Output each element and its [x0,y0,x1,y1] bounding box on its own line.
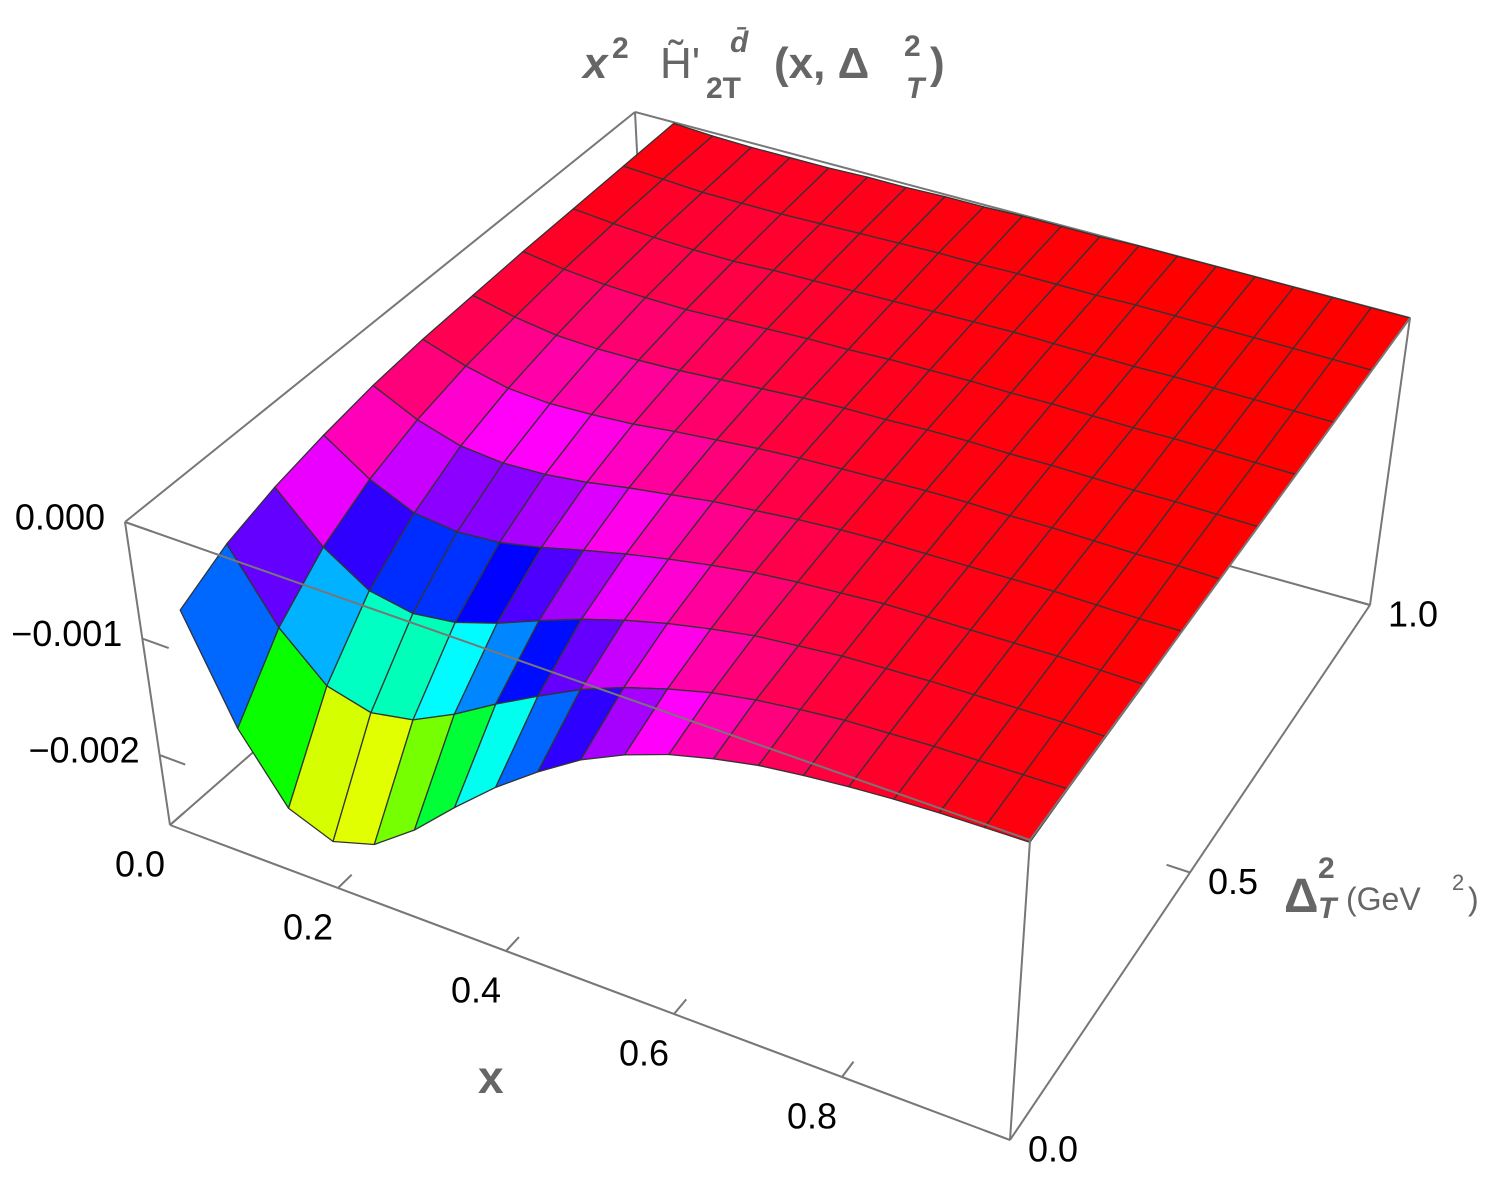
label-part: ) [1468,881,1479,917]
z-tick [159,754,186,766]
y-tick-label: 0.0 [1028,1129,1078,1170]
box-edge [1009,839,1031,1141]
x-tick-label: 0.0 [115,844,165,885]
title-part: 2T [706,72,741,105]
y-tick [1166,863,1191,874]
label-part: (GeV [1346,881,1421,917]
x-tick [337,873,353,889]
title-part: ) [930,39,945,88]
x-tick [505,936,520,952]
label-part: 2 [1452,870,1464,895]
y-tick [1348,598,1371,606]
title-part: 2 [904,30,921,63]
label-part: T [1318,892,1339,925]
box-edge [124,521,1031,841]
box-edge [124,521,171,826]
x-tick-label: 0.6 [619,1033,669,1074]
chart-title: x 2 H̃' d̄ 2T (x, Δ 2 T ) [581,26,945,105]
y-tick-label: 0.5 [1208,861,1258,902]
z-tick [141,637,170,649]
x-axis-label: x [478,1051,504,1103]
title-part: (x, Δ [774,39,869,88]
x-tick-label: 0.4 [451,970,501,1011]
y-tick-label: 1.0 [1388,594,1438,635]
title-part: T [906,72,927,105]
x-tick-label: 0.8 [787,1096,837,1137]
title-part: 2 [612,32,629,65]
y-axis-label: Δ 2 T (GeV 2 ) [1284,852,1479,925]
z-tick [124,521,153,533]
x-tick [673,998,688,1015]
label-part: 2 [1318,852,1335,885]
label-part: Δ [1284,870,1319,923]
box-edge [1029,317,1411,841]
x-tick [169,811,186,826]
box-edge [169,824,1011,1141]
z-tick-label: −0.001 [11,613,122,654]
title-part: x [581,39,609,88]
z-tick-label: −0.002 [28,730,139,771]
y-tick [984,1129,1011,1141]
x-tick-label: 0.2 [283,907,333,948]
box-edge [1369,317,1411,606]
x-tick [841,1061,855,1078]
surface [179,122,1411,846]
z-tick-label: 0.000 [15,497,105,538]
box-edge [124,111,636,523]
title-part: H̃' [660,39,700,88]
title-part: d̄ [730,26,749,59]
